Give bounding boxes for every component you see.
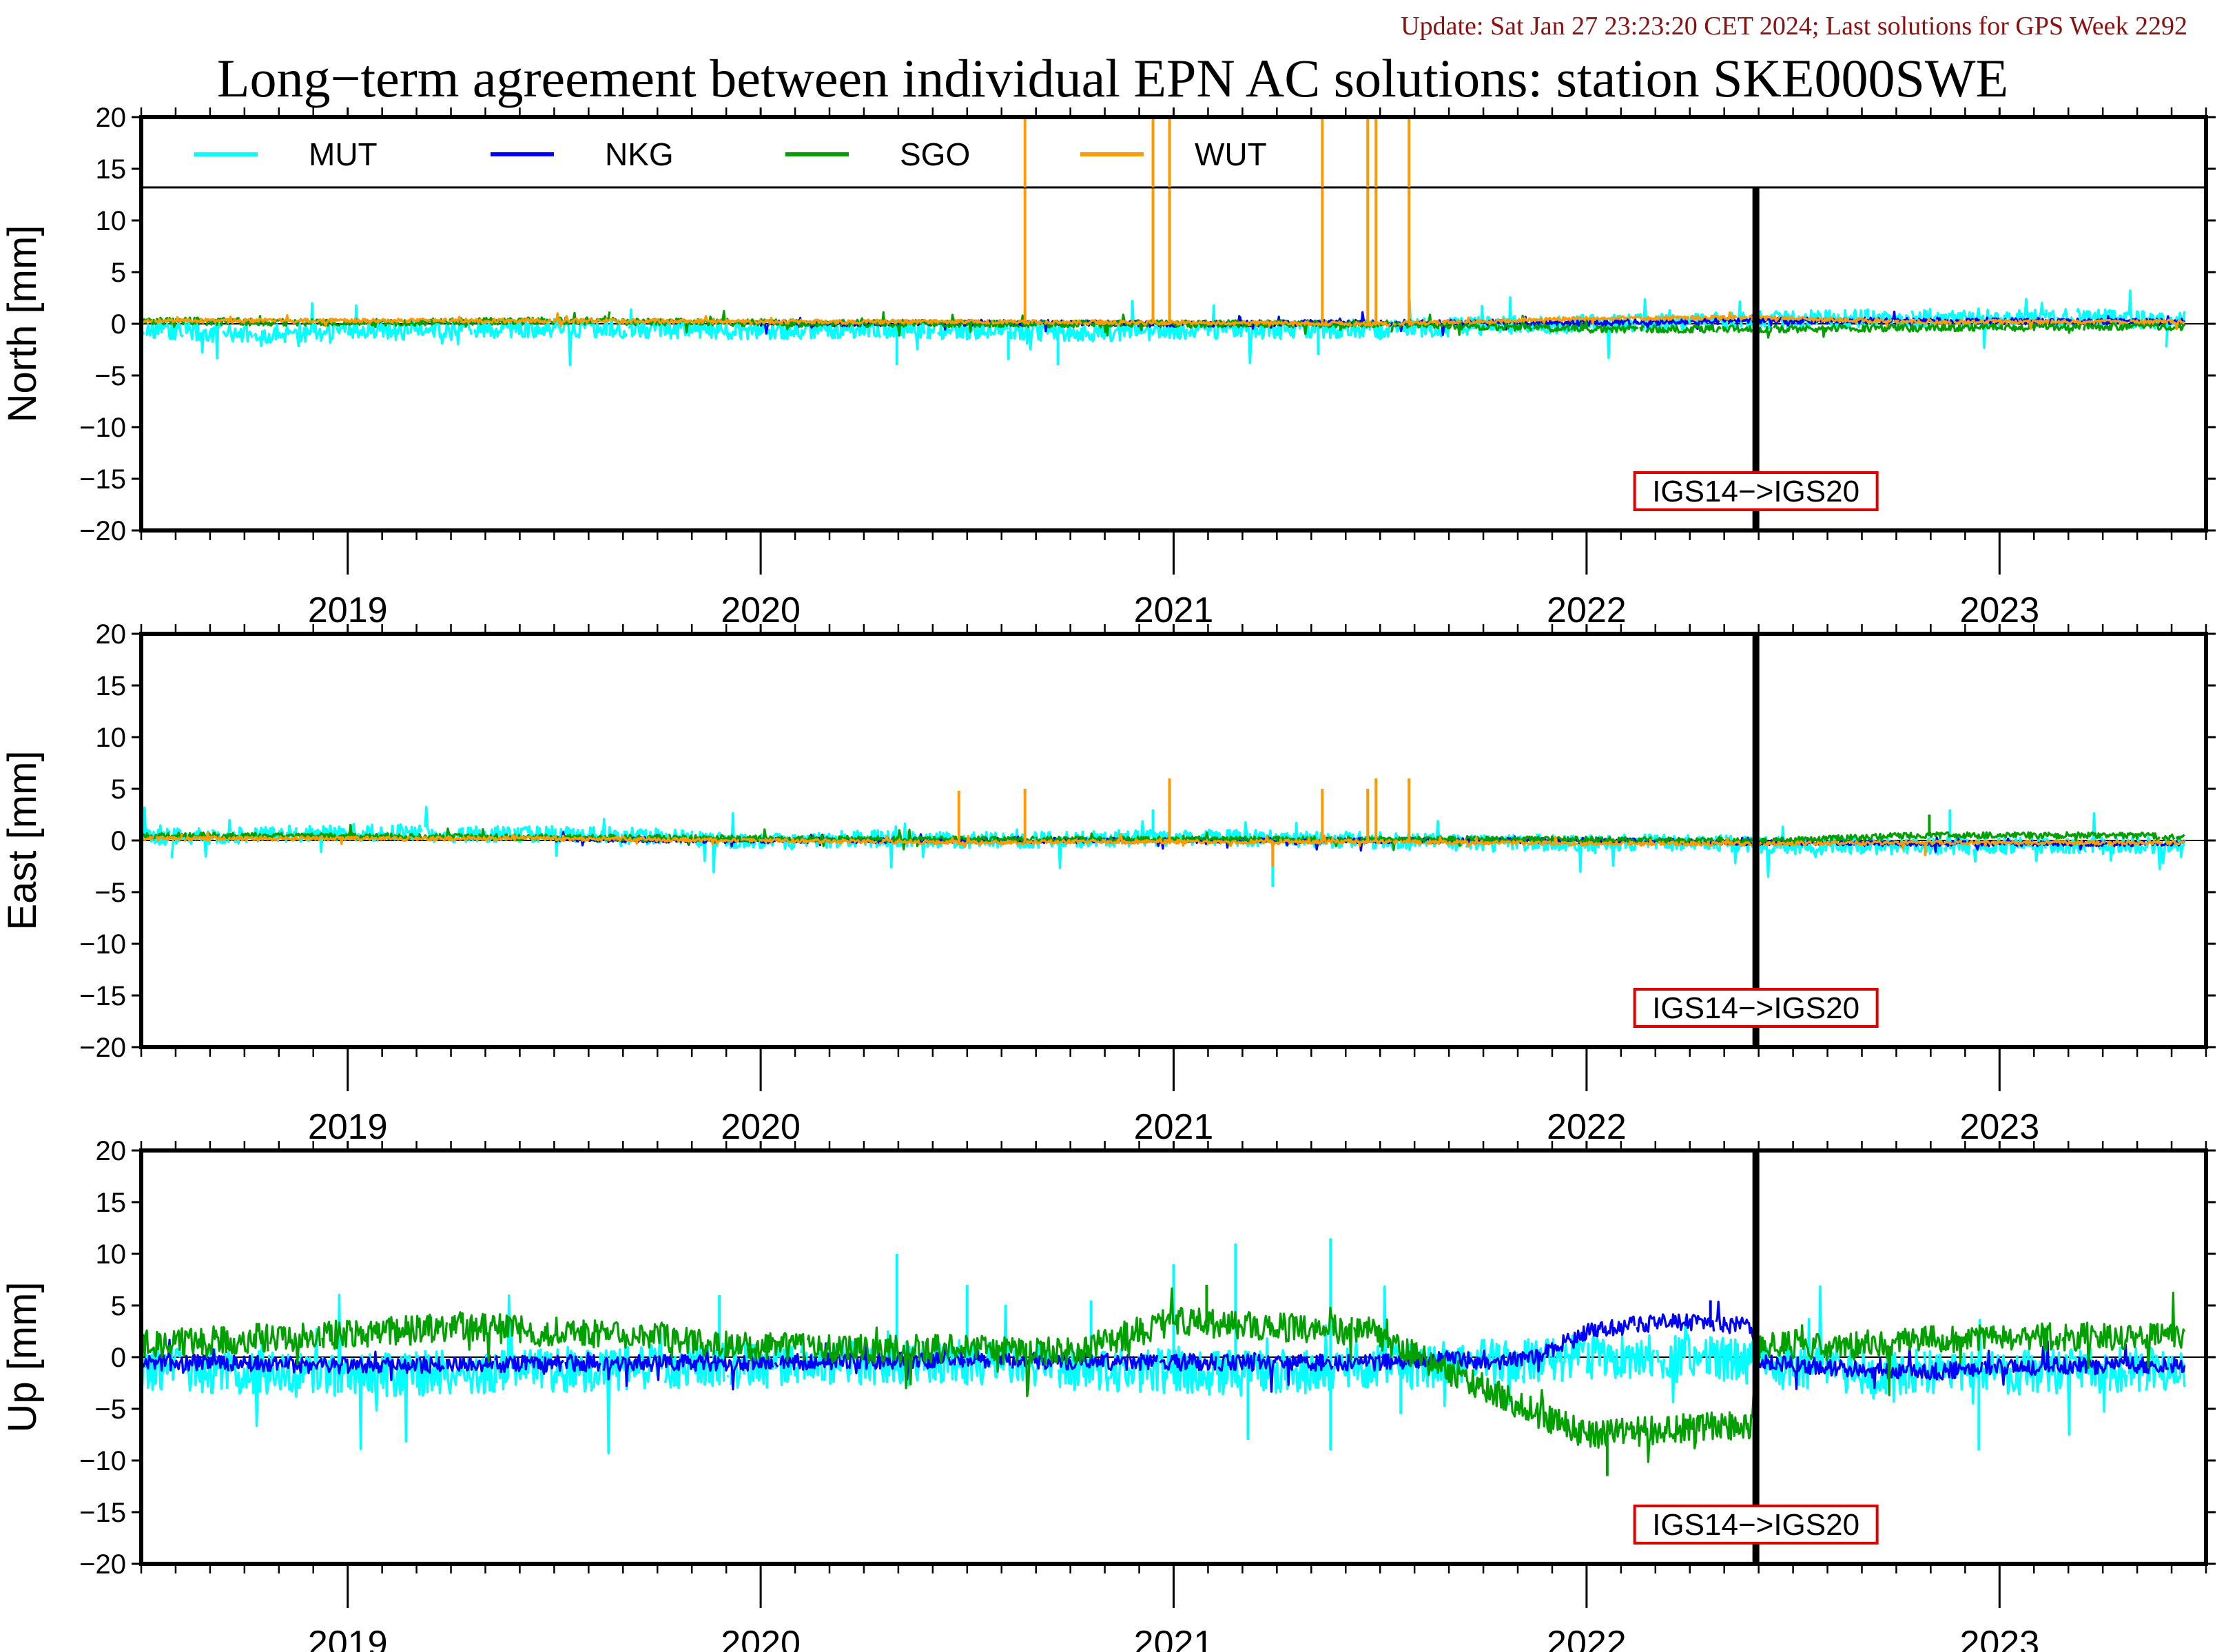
legend-label-mut: MUT: [309, 136, 378, 172]
x-year-label: 2019: [308, 1624, 388, 1652]
x-year-label: 2023: [1959, 590, 2039, 630]
x-year-label: 2021: [1134, 1107, 1214, 1147]
x-year-label: 2020: [721, 590, 801, 630]
series-group: [141, 778, 2186, 887]
legend-label-nkg: NKG: [605, 136, 674, 172]
panel-1: IGS14−>IGS20 20 15 10 5 0 −5 −10 −15 −20 East [mm]…: [0, 619, 2216, 1147]
x-year-label: 2020: [721, 1107, 801, 1147]
x-year-label: 2022: [1547, 590, 1627, 630]
frame-change-box: [1633, 988, 1879, 1028]
panel-0: IGS14−>IGS20 MUT NKG SGO WUT 20 15 10 5 0 −5 −10 −15…: [0, 103, 2216, 630]
x-year-label: 2019: [308, 1107, 388, 1147]
update-info: Update: Sat Jan 27 23:23:20 CET 2024; La…: [1401, 12, 2187, 41]
y-tick-label: −15: [79, 981, 126, 1011]
x-year-label: 2019: [308, 590, 388, 630]
x-year-label: 2022: [1547, 1107, 1627, 1147]
x-year-label: 2020: [721, 1624, 801, 1652]
y-tick-label: 20: [96, 619, 127, 650]
y-tick-label: −5: [94, 1394, 126, 1425]
series-group: [141, 1238, 2186, 1476]
y-tick-label: −10: [79, 413, 126, 443]
y-tick-label: 15: [96, 671, 127, 701]
y-tick-label: 5: [111, 258, 126, 288]
x-year-label: 2023: [1959, 1624, 2039, 1652]
panels: IGS14−>IGS20 MUT NKG SGO WUT 20 15 10 5 0 −5 −10 −15…: [0, 103, 2216, 1652]
y-tick-label: −20: [79, 516, 126, 546]
y-axis-title: East [mm]: [0, 750, 45, 930]
y-tick-label: −10: [79, 929, 126, 960]
series-wut-line: [141, 831, 2185, 850]
x-year-label: 2021: [1134, 1624, 1214, 1652]
y-axis-title: North [mm]: [0, 225, 45, 423]
y-tick-label: −15: [79, 1498, 126, 1528]
y-tick-label: −15: [79, 464, 126, 495]
y-tick-label: 10: [96, 1239, 127, 1270]
x-year-label: 2022: [1547, 1624, 1627, 1652]
legend-background: [141, 117, 2206, 187]
series-sgo-line: [141, 1287, 2186, 1463]
y-tick-label: −5: [94, 361, 126, 391]
y-tick-label: −20: [79, 1549, 126, 1580]
frame-change-label: IGS14−>IGS20: [1652, 1508, 1859, 1542]
panel-2: IGS14−>IGS20 20 15 10 5 0 −5 −10 −15 −20 Up [mm] 20…: [0, 1136, 2216, 1652]
y-tick-label: 0: [111, 1343, 126, 1373]
x-year-label: 2023: [1959, 1107, 2039, 1147]
legend-label-wut: WUT: [1195, 136, 1267, 172]
y-tick-label: 15: [96, 1188, 127, 1218]
frame-change-box: [1633, 471, 1879, 511]
y-tick-label: 5: [111, 774, 126, 805]
y-tick-label: 0: [111, 826, 126, 856]
y-tick-label: 20: [96, 103, 127, 133]
frame-change-label: IGS14−>IGS20: [1652, 991, 1859, 1025]
y-tick-label: 15: [96, 154, 127, 185]
y-tick-label: 10: [96, 723, 127, 753]
frame-change-label: IGS14−>IGS20: [1652, 475, 1859, 508]
series-wut-line: [141, 311, 2186, 331]
y-tick-label: 10: [96, 206, 127, 236]
y-tick-label: −5: [94, 878, 126, 908]
legend-label-sgo: SGO: [900, 136, 970, 172]
y-tick-label: −10: [79, 1446, 126, 1476]
chart-title: Long−term agreement between individual E…: [217, 48, 2008, 108]
x-year-label: 2021: [1134, 590, 1214, 630]
y-tick-label: 0: [111, 309, 126, 340]
y-axis-title: Up [mm]: [0, 1281, 45, 1432]
frame-change-box: [1633, 1505, 1879, 1545]
y-tick-label: 20: [96, 1136, 127, 1166]
y-tick-label: 5: [111, 1291, 126, 1321]
y-tick-label: −20: [79, 1033, 126, 1063]
